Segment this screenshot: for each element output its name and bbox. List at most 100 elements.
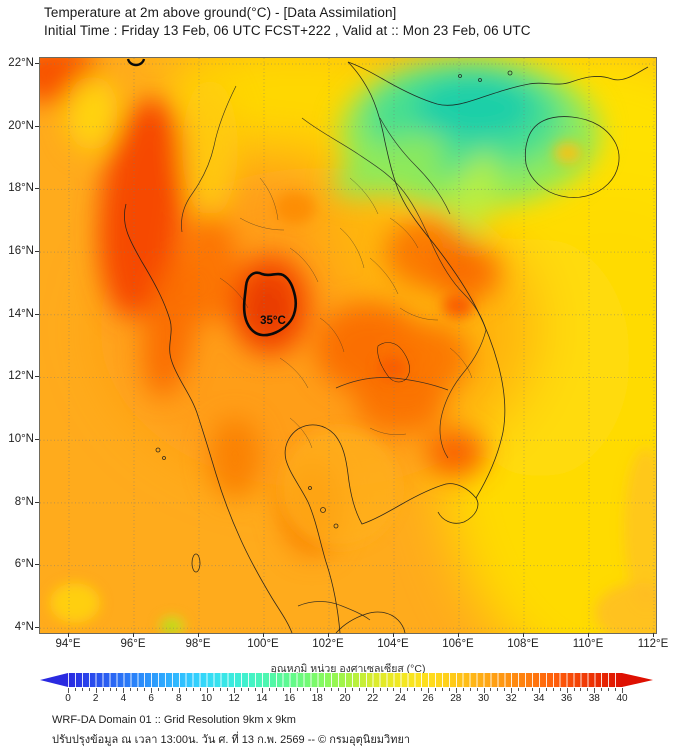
- local-temperature-accents: [50, 142, 656, 633]
- lon-tick: [133, 633, 134, 637]
- colorbar-tick-label: 0: [65, 693, 71, 704]
- colorbar-minor-tick: [386, 688, 388, 691]
- colorbar-minor-tick: [282, 688, 284, 691]
- colorbar-minor-tick: [608, 688, 610, 691]
- lon-label: 108°E: [507, 638, 539, 650]
- colorbar-minor-tick: [545, 688, 547, 691]
- colorbar-tick-label: 40: [616, 693, 628, 704]
- lat-label: 20°N: [8, 119, 34, 132]
- colorbar-minor-tick: [248, 688, 250, 691]
- lat-label: 8°N: [14, 495, 34, 508]
- lat-tick: [35, 376, 39, 378]
- colorbar-minor-tick: [102, 688, 104, 691]
- colorbar-tick-label: 38: [588, 693, 600, 704]
- colorbar-minor-tick: [144, 688, 146, 691]
- colorbar-tick-label: 2: [92, 693, 99, 704]
- colorbar-minor-tick: [525, 688, 527, 691]
- lon-tick: [653, 633, 654, 637]
- colorbar-tick-label: 36: [561, 693, 573, 704]
- colorbar-minor-tick: [358, 688, 360, 691]
- footer-model-info: WRF-DA Domain 01 :: Grid Resolution 9km …: [52, 714, 296, 726]
- lon-tick: [68, 633, 69, 637]
- colorbar-minor-tick: [185, 688, 187, 691]
- colorbar-minor-tick: [137, 688, 139, 691]
- lon-label: 104°E: [377, 638, 409, 650]
- colorbar-major-tick: [123, 688, 125, 693]
- colorbar-major-tick: [538, 688, 540, 693]
- colorbar-minor-tick: [490, 688, 492, 691]
- colorbar-overflow-arrow: [622, 673, 653, 687]
- colorbar-minor-tick: [552, 688, 554, 691]
- colorbar-minor-tick: [88, 688, 90, 691]
- colorbar-minor-tick: [158, 688, 160, 691]
- colorbar-major-tick: [345, 688, 346, 693]
- colorbar-title: อุณหภูมิ หน่วย องศาเซลเซียส (°C): [270, 663, 426, 675]
- colorbar-minor-tick: [441, 688, 443, 691]
- colorbar-minor-tick: [192, 688, 194, 691]
- colorbar-minor-tick: [407, 688, 409, 691]
- colorbar-tick-label: 16: [284, 693, 296, 704]
- colorbar-major-tick: [400, 688, 402, 693]
- lon-label: 96°E: [120, 638, 146, 650]
- colorbar-minor-tick: [220, 688, 222, 691]
- lat-tick: [35, 564, 39, 566]
- lon-tick: [523, 633, 524, 637]
- colorbar-minor-tick: [275, 688, 277, 691]
- lat-tick: [35, 501, 39, 503]
- colorbar-minor-tick: [393, 688, 395, 691]
- colorbar-minor-tick: [268, 688, 270, 691]
- colorbar-tick-label: 30: [477, 693, 490, 704]
- lon-label: 98°E: [185, 638, 211, 650]
- colorbar-minor-tick: [435, 688, 437, 691]
- colorbar-major-tick: [68, 688, 69, 693]
- colorbar-tick-label: 10: [200, 693, 213, 704]
- colorbar-tick-label: 8: [176, 693, 182, 704]
- colorbar-minor-tick: [601, 688, 603, 691]
- lon-tick: [328, 633, 329, 637]
- lon-label: 100°E: [247, 638, 279, 650]
- colorbar-tick-label: 14: [256, 693, 268, 704]
- lon-label: 106°E: [442, 638, 474, 650]
- colorbar-minor-tick: [476, 688, 478, 691]
- contour-value-label: 35°C: [260, 315, 286, 327]
- colorbar-minor-tick: [615, 688, 617, 691]
- page-subtitle: Initial Time : Friday 13 Feb, 06 UTC FCS…: [44, 23, 531, 38]
- coastline-paths: [124, 61, 649, 633]
- colorbar-tick-label: 20: [339, 693, 351, 704]
- temperature-contour-35c: 35°C: [126, 58, 298, 337]
- lat-tick: [35, 63, 39, 64]
- colorbar-tick-label: 34: [533, 693, 545, 704]
- lat-label: 14°N: [8, 307, 34, 320]
- colorbar-minor-tick: [296, 688, 298, 691]
- colorbar-tick-label: 26: [422, 693, 434, 704]
- colorbar-tick-label: 24: [394, 693, 406, 704]
- colorbar-minor-tick: [199, 688, 201, 691]
- colorbar-minor-tick: [74, 688, 76, 691]
- colorbar-major-tick: [428, 688, 430, 693]
- lat-label: 22°N: [8, 57, 34, 69]
- colorbar-major-tick: [178, 688, 180, 693]
- colorbar-major-tick: [622, 688, 623, 693]
- colorbar-major-tick: [206, 688, 208, 693]
- colorbar-underflow-arrow: [40, 673, 68, 687]
- colorbar-tick-label: 12: [228, 693, 240, 704]
- colorbar-major-tick: [234, 688, 236, 693]
- colorbar-tick-label: 18: [311, 693, 323, 704]
- colorbar-tick-label: 4: [120, 693, 127, 704]
- colorbar-major-tick: [483, 688, 485, 693]
- colorbar-minor-tick: [338, 688, 340, 691]
- colorbar-minor-tick: [331, 688, 333, 691]
- colorbar-major-tick: [289, 688, 291, 693]
- colorbar-major-tick: [95, 688, 97, 693]
- colorbar-tick-label: 32: [505, 693, 517, 704]
- temperature-field-svg: 35°C: [40, 58, 656, 633]
- lat-label: 12°N: [8, 370, 34, 383]
- lon-tick: [393, 633, 394, 637]
- colorbar-major-tick: [455, 688, 457, 693]
- colorbar-segment-separators: [68, 673, 622, 687]
- colorbar-minor-tick: [587, 688, 589, 691]
- footer-update-info: ปรับปรุงข้อมูล ณ เวลา 13:00น. วัน ศ. ที่…: [52, 734, 411, 746]
- page-title: Temperature at 2m above ground(°C) - [Da…: [44, 5, 397, 20]
- lon-label: 112°E: [637, 638, 669, 650]
